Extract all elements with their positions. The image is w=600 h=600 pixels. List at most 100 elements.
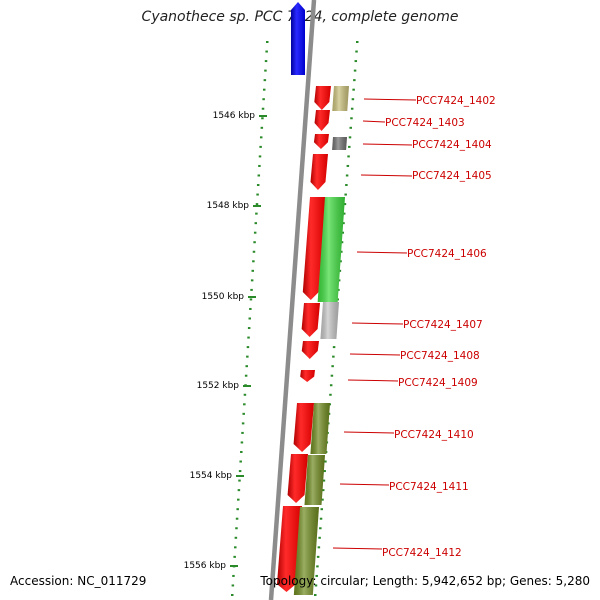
gene-arrow-PCC7424_1408[interactable] [301,341,319,359]
left-tick-mark [234,536,238,539]
backbone-line [268,0,317,600]
left-tick-mark [237,498,240,501]
right-tick-mark [319,527,322,530]
left-tick-mark [246,355,249,358]
left-tick-mark [250,279,254,282]
gene-annotation-box [332,137,347,150]
gene-arrow-PCC7424_1409[interactable] [300,370,315,382]
gene-label[interactable]: PCC7424_1404 [412,139,492,151]
scale-label: 1546 kbp [213,111,256,121]
right-tick-mark [350,107,354,110]
gene-label[interactable]: PCC7424_1411 [389,481,469,493]
scale-label: 1556 kbp [184,561,227,571]
gene-label[interactable]: PCC7424_1406 [407,248,487,260]
gene-annotation-box [317,197,345,302]
right-tick-mark [330,374,334,377]
right-tick-mark [344,193,347,196]
gene-label[interactable]: PCC7424_1409 [398,377,478,389]
left-tick-mark [243,393,247,396]
right-tick-mark [321,498,324,501]
gene-label[interactable]: PCC7424_1402 [416,95,496,107]
gene-annotation-box [293,507,319,595]
gene-annotation-box [304,455,325,505]
gene-label-leader [351,322,404,325]
gene-label-leader [362,143,413,146]
left-tick-mark [255,212,258,215]
gene-label-leader [363,98,417,101]
scale-label: 1552 kbp [197,381,240,391]
right-tick-mark [318,536,321,539]
left-tick-mark [258,164,261,167]
right-tick-mark [340,241,344,244]
left-tick-mark [238,479,241,482]
left-tick-mark [263,79,267,82]
gene-arrow-PCC7424_1410[interactable] [293,403,314,452]
gene-label-leader [339,483,390,486]
right-tick-mark [329,393,332,396]
right-tick-mark [350,117,353,120]
right-tick-mark [332,346,336,349]
left-tick-mark [247,336,250,339]
left-tick-mark [238,470,242,473]
gene-annotation-box [310,403,330,454]
left-tick-mark [251,269,255,272]
right-tick-mark [351,98,355,101]
gene-label[interactable]: PCC7424_1408 [400,350,480,362]
reverse-gene-arrow[interactable] [291,2,305,75]
left-tick-mark [241,422,245,425]
right-tick-mark [338,269,342,272]
left-tick-mark [261,107,265,110]
left-tick-mark [232,574,235,577]
gene-arrow-PCC7424_1411[interactable] [287,454,308,503]
right-tick-mark [353,69,357,72]
left-tick-mark [236,508,239,511]
left-tick-mark [231,584,235,587]
gene-arrow-PCC7424_1406[interactable] [302,197,326,300]
gene-label[interactable]: PCC7424_1407 [403,319,483,331]
left-tick-mark [258,155,262,158]
right-tick-mark [347,155,350,158]
right-tick-mark [343,203,347,206]
left-tick-mark [246,346,250,349]
gene-label[interactable]: PCC7424_1405 [412,170,492,182]
gene-label-leader [347,379,399,382]
left-tick-mark [244,374,248,377]
right-tick-mark [341,231,345,234]
left-tick-mark [262,88,266,91]
left-tick-mark [240,441,244,444]
left-tick-mark [259,145,262,148]
right-tick-mark [356,41,359,43]
gene-label[interactable]: PCC7424_1403 [385,117,465,129]
left-tick-mark [245,365,248,368]
right-tick-mark [346,164,350,167]
left-tick-mark [231,594,234,596]
gene-label[interactable]: PCC7424_1410 [394,429,474,441]
right-tick-mark [331,365,334,368]
gene-arrow-PCC7424_1407[interactable] [301,303,320,337]
left-tick-mark [266,41,269,43]
right-tick-mark [322,479,326,482]
gene-arrow-PCC7424_1403[interactable] [314,110,330,131]
right-tick-mark [332,355,335,358]
left-tick-mark [237,489,241,492]
left-tick-mark [250,288,253,291]
gene-label[interactable]: PCC7424_1412 [382,547,462,559]
gene-arrow-PCC7424_1405[interactable] [310,154,328,190]
gene-arrow-PCC7424_1404[interactable] [313,134,329,149]
right-tick-mark [324,460,327,463]
left-tick-mark [262,98,265,101]
right-tick-mark [339,260,342,263]
gene-annotation-box [320,302,339,339]
left-tick-mark [247,327,251,330]
left-tick-mark [259,136,263,139]
left-tick-mark [264,69,267,72]
left-tick-mark [260,126,264,129]
right-tick-mark [315,574,318,577]
right-tick-mark [342,212,346,215]
right-tick-mark [320,508,324,511]
right-tick-mark [345,174,349,177]
left-tick-mark [257,174,261,177]
gene-arrow-PCC7424_1402[interactable] [314,86,331,110]
gene-label-leader [356,251,408,254]
